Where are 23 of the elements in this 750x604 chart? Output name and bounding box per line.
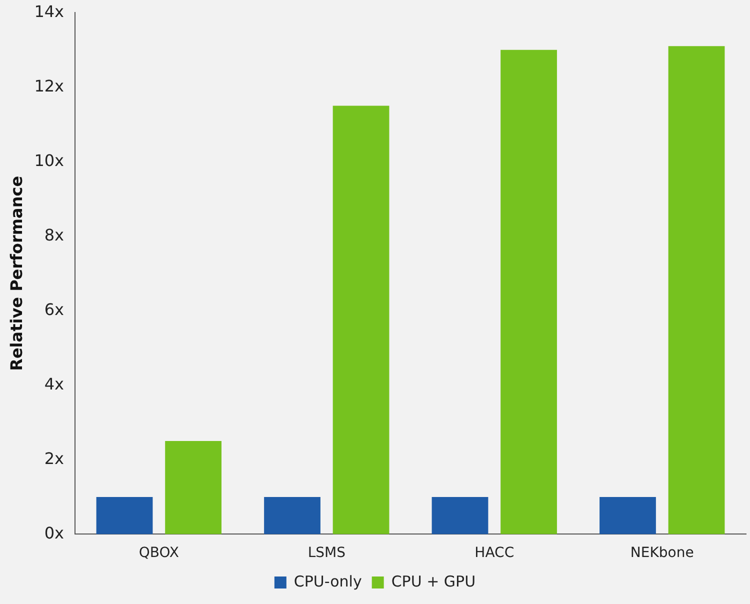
bar: [668, 46, 725, 534]
x-tick-label: LSMS: [308, 545, 346, 562]
y-tick-label: 14x: [34, 2, 64, 21]
y-tick-label: 0x: [44, 523, 64, 542]
y-tick-label: 12x: [34, 76, 64, 96]
y-axis-title: Relative Performance: [6, 176, 26, 371]
legend-label: CPU + GPU: [391, 572, 476, 590]
bar: [500, 50, 557, 534]
bar: [432, 496, 488, 534]
legend-label: CPU-only: [294, 572, 362, 590]
bar: [165, 441, 222, 534]
y-tick-label: 4x: [44, 374, 64, 394]
bar: [600, 496, 656, 534]
bar: [96, 496, 153, 534]
y-tick-label: 10x: [34, 150, 64, 170]
y-tick-label: 8x: [44, 225, 64, 244]
y-tick-label: 2x: [44, 448, 64, 468]
y-tick-label: 6x: [44, 300, 64, 319]
bar: [264, 496, 320, 534]
x-tick-label: NEKbone: [630, 545, 694, 562]
x-tick-label: QBOX: [138, 545, 180, 562]
x-tick-label: HACC: [474, 545, 514, 562]
bar: [332, 106, 390, 534]
